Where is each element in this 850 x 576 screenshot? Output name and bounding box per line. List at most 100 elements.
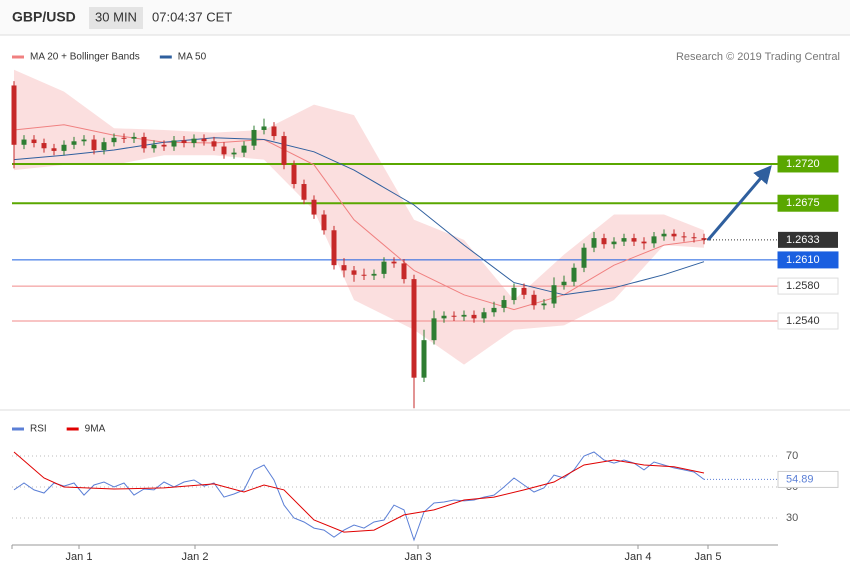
- candle-body: [661, 233, 667, 237]
- candle-body: [591, 238, 597, 248]
- candle-body: [411, 279, 417, 378]
- candle-body: [631, 238, 637, 242]
- candle-body: [51, 148, 57, 151]
- legend-label: MA 20 + Bollinger Bands: [30, 52, 140, 63]
- candle-body: [551, 285, 557, 304]
- candle-body: [151, 144, 157, 149]
- candle-body: [421, 340, 427, 378]
- time: 07:04:37 CET: [152, 9, 232, 24]
- candle-body: [441, 315, 447, 319]
- x-tick-label: Jan 2: [182, 551, 209, 563]
- candle-body: [541, 303, 547, 306]
- candle-body: [201, 138, 207, 142]
- candle-body: [691, 237, 697, 239]
- candle-body: [561, 281, 567, 286]
- candle-body: [651, 236, 657, 244]
- candle-body: [141, 136, 147, 149]
- candle-body: [571, 267, 577, 282]
- bollinger-band: [14, 69, 704, 365]
- level-box: [777, 312, 839, 330]
- candle-body: [531, 294, 537, 306]
- candle-body: [81, 139, 87, 142]
- candle-body: [461, 314, 467, 317]
- candle-body: [681, 236, 687, 238]
- candle-body: [121, 137, 127, 139]
- candle-body: [361, 274, 367, 276]
- candle-body: [641, 241, 647, 244]
- candle-body: [261, 126, 267, 130]
- legend-label: RSI: [30, 424, 47, 435]
- candle-body: [91, 139, 97, 151]
- candle-body: [471, 314, 477, 319]
- legend-label: MA 50: [178, 52, 207, 63]
- x-tick-label: Jan 3: [405, 551, 432, 563]
- last-value-label: 54.89: [786, 473, 814, 485]
- candle-body: [521, 287, 527, 295]
- y-tick-label: 30: [786, 512, 798, 524]
- candle-body: [341, 265, 347, 271]
- candle-body: [71, 141, 77, 145]
- candle-body: [111, 137, 117, 143]
- level-label: 1.2540: [786, 315, 820, 327]
- candle-body: [581, 247, 587, 268]
- candle-body: [231, 152, 237, 155]
- source: Research © 2019 Trading Central: [676, 51, 840, 63]
- moving-average: [13, 124, 705, 311]
- candle-body: [221, 146, 227, 155]
- candle-body: [171, 140, 177, 147]
- candle-body: [621, 238, 627, 242]
- candle-body: [451, 315, 457, 317]
- candle-body: [161, 144, 167, 147]
- candle-body: [21, 139, 27, 145]
- x-tick-label: Jan 1: [66, 551, 93, 563]
- candle-body: [131, 136, 137, 139]
- moving-average: [13, 137, 705, 296]
- interval: 30 MIN: [95, 9, 137, 24]
- level-label: 1.2675: [786, 197, 820, 209]
- level-label: 1.2610: [786, 254, 820, 266]
- candle-body: [321, 214, 327, 231]
- forecast-arrow: [706, 165, 772, 241]
- candle-body: [431, 318, 437, 341]
- symbol: GBP/USD: [12, 9, 76, 25]
- level-box: [777, 277, 839, 295]
- candle-body: [501, 300, 507, 308]
- candle-body: [381, 261, 387, 274]
- candle-body: [701, 238, 707, 240]
- y-tick-label: 70: [786, 450, 798, 462]
- candle-body: [101, 142, 107, 151]
- candle-body: [511, 287, 517, 301]
- series-line: [13, 451, 705, 533]
- candle-body: [401, 263, 407, 280]
- x-tick-label: Jan 5: [695, 551, 722, 563]
- level-box: [777, 155, 839, 173]
- candle-body: [351, 270, 357, 275]
- candle-body: [491, 307, 497, 313]
- candle-body: [611, 241, 617, 245]
- candle-body: [31, 139, 37, 144]
- candle-body: [311, 199, 317, 215]
- candle-body: [331, 230, 337, 266]
- last-value-box: [777, 470, 839, 488]
- candle-body: [181, 140, 187, 144]
- candle-body: [41, 143, 47, 149]
- legend-label: 9MA: [85, 424, 106, 435]
- candle-body: [601, 238, 607, 245]
- last-price-label: 1.2633: [786, 234, 820, 246]
- candle-body: [251, 129, 257, 146]
- candle-body: [281, 136, 287, 165]
- level-label: 1.2580: [786, 280, 820, 292]
- candle-body: [291, 164, 297, 185]
- candle-body: [371, 273, 377, 276]
- level-label: 1.2720: [786, 158, 820, 170]
- candle-body: [271, 126, 277, 137]
- candle-body: [671, 233, 677, 237]
- level-box: [777, 194, 839, 212]
- candle-body: [241, 145, 247, 153]
- candle-body: [481, 312, 487, 319]
- interval-box: [89, 7, 143, 29]
- candle-body: [11, 85, 17, 145]
- x-tick-label: Jan 4: [625, 551, 652, 563]
- candle-body: [301, 184, 307, 200]
